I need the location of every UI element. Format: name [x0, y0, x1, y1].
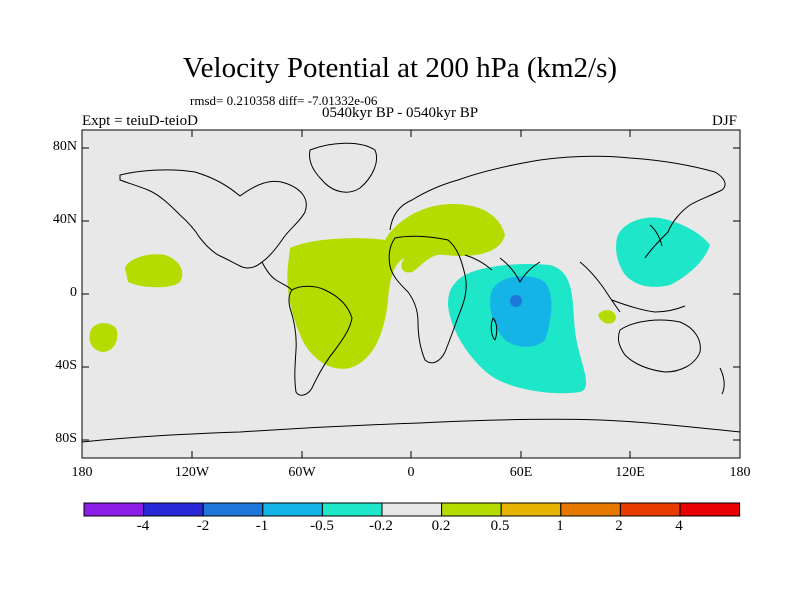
- lat-label-40n: 40N: [52, 212, 77, 227]
- region-pacific-south: [89, 323, 118, 352]
- colorbar-label: -4: [136, 518, 150, 534]
- map-background: [82, 130, 740, 458]
- experiment-label: Expt = teiuD-teioD: [82, 113, 198, 129]
- colorbar-label: 2: [615, 518, 623, 534]
- coast-europe-asia-north: [389, 155, 726, 259]
- region-indian-ocean-inner: [490, 276, 552, 347]
- coast-africa: [388, 235, 467, 364]
- coast-new-zealand: [719, 367, 725, 395]
- lat-label-eq: 0: [70, 285, 77, 300]
- colorbar-label: -1: [255, 518, 269, 534]
- colorbar-label: 0.2: [431, 518, 451, 534]
- lat-label-80s: 80S: [55, 431, 77, 446]
- lon-label-180e: 180: [729, 465, 751, 480]
- season-label: DJF: [712, 113, 738, 129]
- region-south-america-atlantic: [287, 203, 505, 369]
- region-west-pacific: [616, 217, 710, 287]
- colorbar-label: -0.2: [369, 518, 393, 534]
- lon-label-60e: 60E: [509, 465, 533, 480]
- coast-south-america: [288, 285, 353, 396]
- colorbar-swatch: [500, 502, 562, 517]
- colorbar-swatch: [679, 502, 741, 517]
- coast-southeast-asia: [579, 261, 686, 313]
- colorbar-swatch: [262, 502, 323, 517]
- colorbar-swatch: [381, 502, 443, 517]
- lon-label-0: 0: [407, 465, 415, 480]
- positive-anomaly-regions: [89, 203, 616, 369]
- stats-line: rmsd= 0.210358 diff= -7.01332e-06: [190, 93, 378, 108]
- colorbar-swatch: [83, 502, 145, 517]
- coast-antarctica: [81, 418, 741, 443]
- colorbar-swatch: [560, 502, 621, 517]
- region-indian-ocean-core: [510, 295, 522, 307]
- colorbar-swatch: [321, 502, 383, 517]
- colorbar-swatch: [143, 502, 204, 517]
- colorbar-label: 1: [556, 518, 564, 534]
- colorbar-swatch: [619, 502, 681, 517]
- colorbar-label: 4: [675, 518, 683, 534]
- coast-central-america: [261, 261, 293, 291]
- lon-label-120w: 120W: [174, 465, 210, 480]
- lon-ticks: [191, 130, 631, 458]
- lon-label-180w: 180: [71, 465, 93, 480]
- region-pacific-north: [125, 254, 183, 288]
- coast-arabia-india: [464, 254, 541, 283]
- lon-label-120e: 120E: [615, 465, 645, 480]
- region-east-indian-ocean: [598, 310, 616, 324]
- colorbar: [83, 502, 741, 517]
- coastlines: [81, 142, 741, 443]
- colorbar-swatch: [202, 502, 264, 517]
- period-label: 0540kyr BP - 0540kyr BP: [322, 105, 479, 121]
- negative-anomaly-regions: [448, 217, 710, 394]
- coast-japan: [649, 224, 663, 247]
- coast-madagascar: [490, 317, 498, 341]
- coast-australia: [617, 319, 701, 373]
- lat-ticks: [82, 147, 740, 441]
- lon-label-60w: 60W: [288, 465, 316, 480]
- plot-title: Velocity Potential at 200 hPa (km2/s): [182, 52, 618, 84]
- lat-label-80n: 80N: [52, 139, 77, 154]
- colorbar-label: -0.5: [310, 518, 334, 534]
- colorbar-label: -2: [196, 518, 210, 534]
- lat-label-40s: 40S: [55, 358, 77, 373]
- coast-greenland: [309, 142, 377, 193]
- colorbar-label: 0.5: [490, 518, 510, 534]
- colorbar-swatch: [441, 502, 502, 517]
